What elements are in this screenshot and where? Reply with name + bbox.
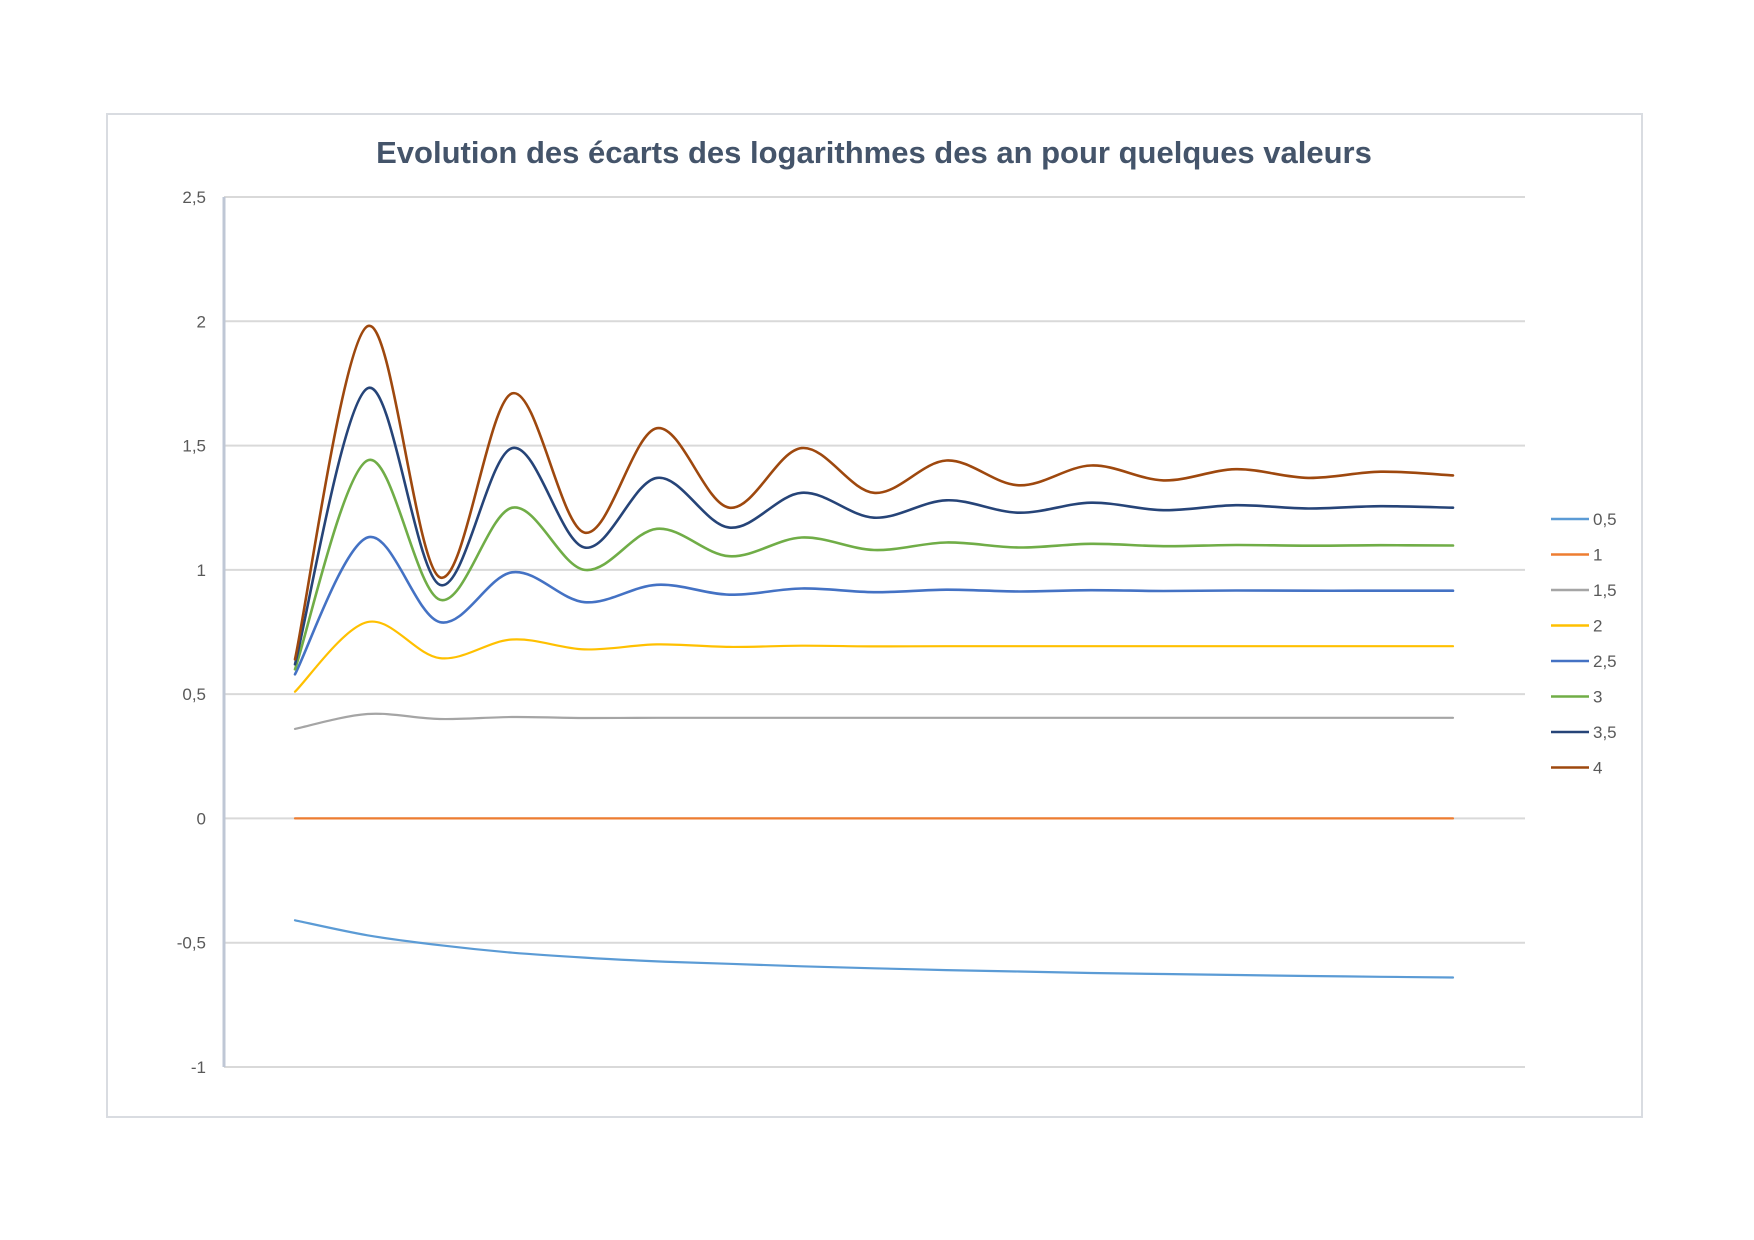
gridlines [224, 196, 1525, 1068]
series-line-4 [293, 324, 1455, 661]
legend-label: 4 [1593, 759, 1602, 778]
y-tick-label: 0,5 [182, 685, 206, 704]
y-tick-label: 0 [197, 809, 206, 828]
legend-label: 0,5 [1593, 510, 1617, 529]
series-lines [293, 324, 1455, 979]
y-tick-label: -1 [191, 1058, 206, 1077]
series-line-3 [293, 458, 1455, 671]
legend-label: 1 [1593, 546, 1602, 565]
legend: 0,5 1 1,5 2 2,5 3 3,5 4 [1551, 510, 1617, 778]
y-tick-labels: 2,5 2 1,5 1 0,5 0 -0,5 -1 [177, 188, 206, 1077]
y-tick-label: 1 [197, 561, 206, 580]
y-tick-label: 2,5 [182, 188, 206, 207]
series-line-2-5 [293, 535, 1455, 676]
line-chart: Evolution des écarts des logarithmes des… [177, 135, 1617, 1077]
chart-title: Evolution des écarts des logarithmes des… [376, 135, 1372, 170]
y-tick-label: 1,5 [182, 437, 206, 456]
series-line-1-5 [293, 712, 1455, 730]
chart-frame: Evolution des écarts des logarithmes des… [106, 113, 1643, 1118]
legend-label: 3 [1593, 688, 1602, 707]
legend-label: 3,5 [1593, 723, 1617, 742]
series-line-0-5 [293, 919, 1455, 979]
legend-label: 1,5 [1593, 581, 1617, 600]
y-tick-label: 2 [197, 312, 206, 331]
series-line-3-5 [293, 387, 1455, 666]
series-line-2 [293, 620, 1455, 693]
legend-label: 2,5 [1593, 652, 1617, 671]
y-tick-label: -0,5 [177, 934, 206, 953]
legend-label: 2 [1593, 617, 1602, 636]
